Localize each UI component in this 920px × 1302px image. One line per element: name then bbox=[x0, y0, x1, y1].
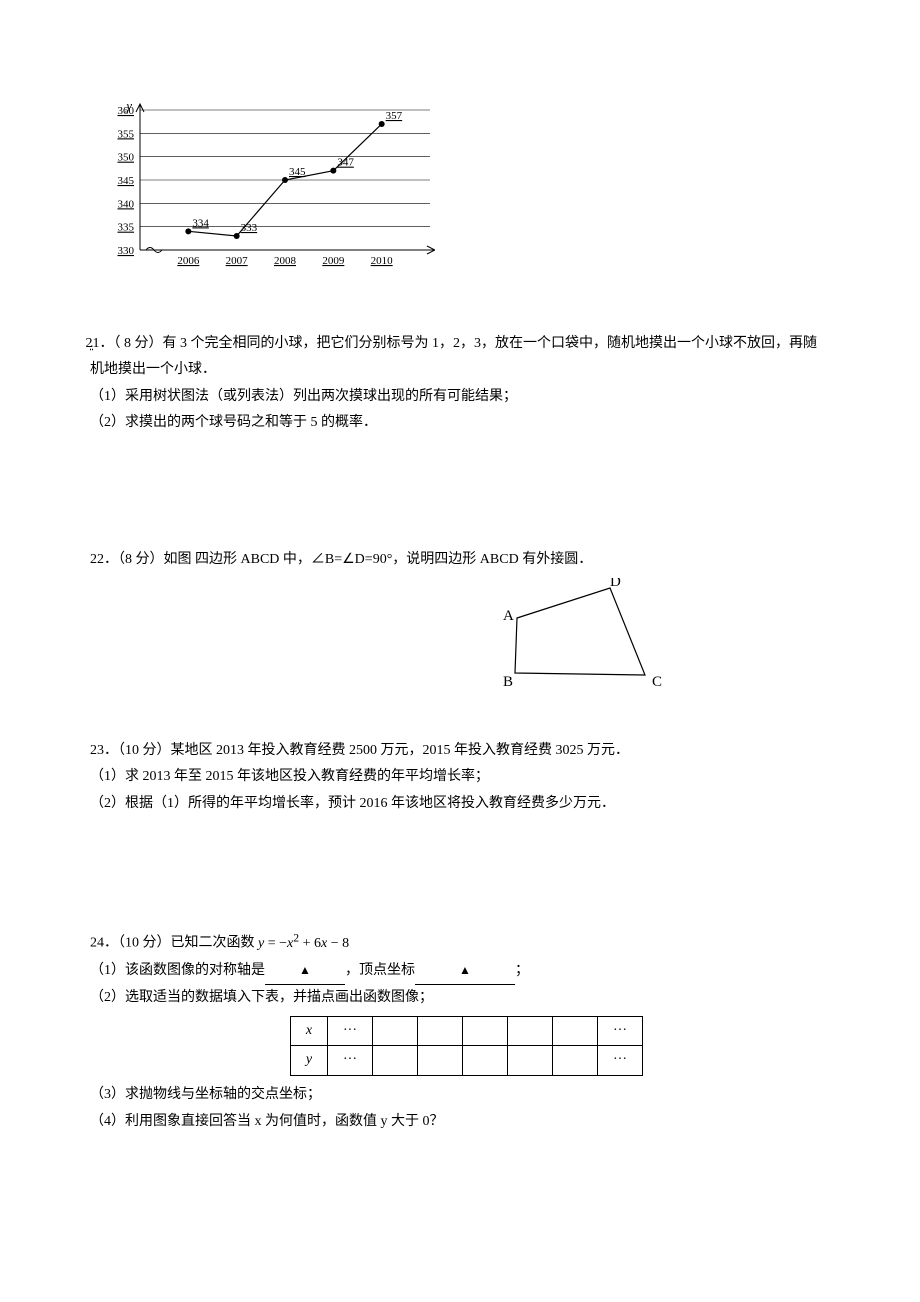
q24-part1: （1）该函数图像的对称轴是▲，顶点坐标▲； bbox=[90, 958, 830, 986]
svg-text:2010: 2010 bbox=[371, 255, 394, 267]
q23-header: 23．（10 分）某地区 2013 年投入教育经费 2500 万元，2015 年… bbox=[90, 738, 830, 765]
svg-text:y: y bbox=[124, 100, 132, 113]
svg-text:334: 334 bbox=[192, 217, 209, 229]
q24-part4: （4）利用图象直接回答当 x 为何值时，函数值 y 大于 0？ bbox=[90, 1109, 830, 1136]
vertex-c-label: C bbox=[652, 674, 662, 690]
q23-part1: （1）求 2013 年至 2015 年该地区投入教育经费的年平均增长率； bbox=[90, 764, 830, 791]
q21-part2: （2）求摸出的两个球号码之和等于 5 的概率． bbox=[90, 410, 830, 437]
table-row-header: y bbox=[291, 1046, 328, 1076]
line-chart: 330335340345350355360yx20063342007333200… bbox=[105, 100, 830, 286]
vertex-a-label: A bbox=[503, 608, 514, 624]
xy-table: x······y······ bbox=[290, 1016, 830, 1076]
q24-header: 24．（10 分）已知二次函数 y = −x2 + 6x − 8 bbox=[90, 927, 830, 957]
svg-text:330: 330 bbox=[118, 245, 135, 257]
q21-part1: （1）采用树状图法（或列表法）列出两次摸球出现的所有可能结果； bbox=[90, 384, 830, 411]
table-row-header: x bbox=[291, 1016, 328, 1046]
vertex-d-label: D bbox=[610, 578, 621, 590]
svg-text:357: 357 bbox=[386, 110, 403, 122]
svg-text:2007: 2007 bbox=[226, 255, 249, 267]
question-21: .21．（ 8 分）有 3 个完全相同的小球，把它们分别标号为 1，2，3，放在… bbox=[90, 331, 830, 437]
svg-text:2009: 2009 bbox=[322, 255, 345, 267]
quadrilateral-figure: A B C D bbox=[470, 578, 690, 698]
blank-vertex: ▲ bbox=[415, 958, 515, 986]
svg-text:2006: 2006 bbox=[177, 255, 200, 267]
svg-text:350: 350 bbox=[118, 152, 135, 164]
question-24: 24．（10 分）已知二次函数 y = −x2 + 6x − 8 （1）该函数图… bbox=[90, 927, 830, 1135]
chart-svg: 330335340345350355360yx20063342007333200… bbox=[105, 100, 435, 275]
question-22: 22．（8 分）如图 四边形 ABCD 中，∠B=∠D=90°，说明四边形 AB… bbox=[90, 547, 830, 698]
blank-axis: ▲ bbox=[265, 958, 345, 986]
svg-text:2008: 2008 bbox=[274, 255, 297, 267]
q24-part3: （3）求抛物线与坐标轴的交点坐标； bbox=[90, 1082, 830, 1109]
svg-text:345: 345 bbox=[118, 175, 135, 187]
q22-header: 22．（8 分）如图 四边形 ABCD 中，∠B=∠D=90°，说明四边形 AB… bbox=[90, 547, 830, 574]
vertex-b-label: B bbox=[503, 674, 513, 690]
q24-part2: （2）选取适当的数据填入下表，并描点画出函数图像； bbox=[90, 985, 830, 1012]
q21-header: .21．（ 8 分）有 3 个完全相同的小球，把它们分别标号为 1，2，3，放在… bbox=[90, 331, 830, 384]
svg-text:355: 355 bbox=[118, 128, 135, 140]
q23-part2: （2）根据（1）所得的年平均增长率，预计 2016 年该地区将投入教育经费多少万… bbox=[90, 791, 830, 818]
svg-text:335: 335 bbox=[118, 222, 135, 234]
svg-text:340: 340 bbox=[118, 198, 135, 210]
question-23: 23．（10 分）某地区 2013 年投入教育经费 2500 万元，2015 年… bbox=[90, 738, 830, 818]
